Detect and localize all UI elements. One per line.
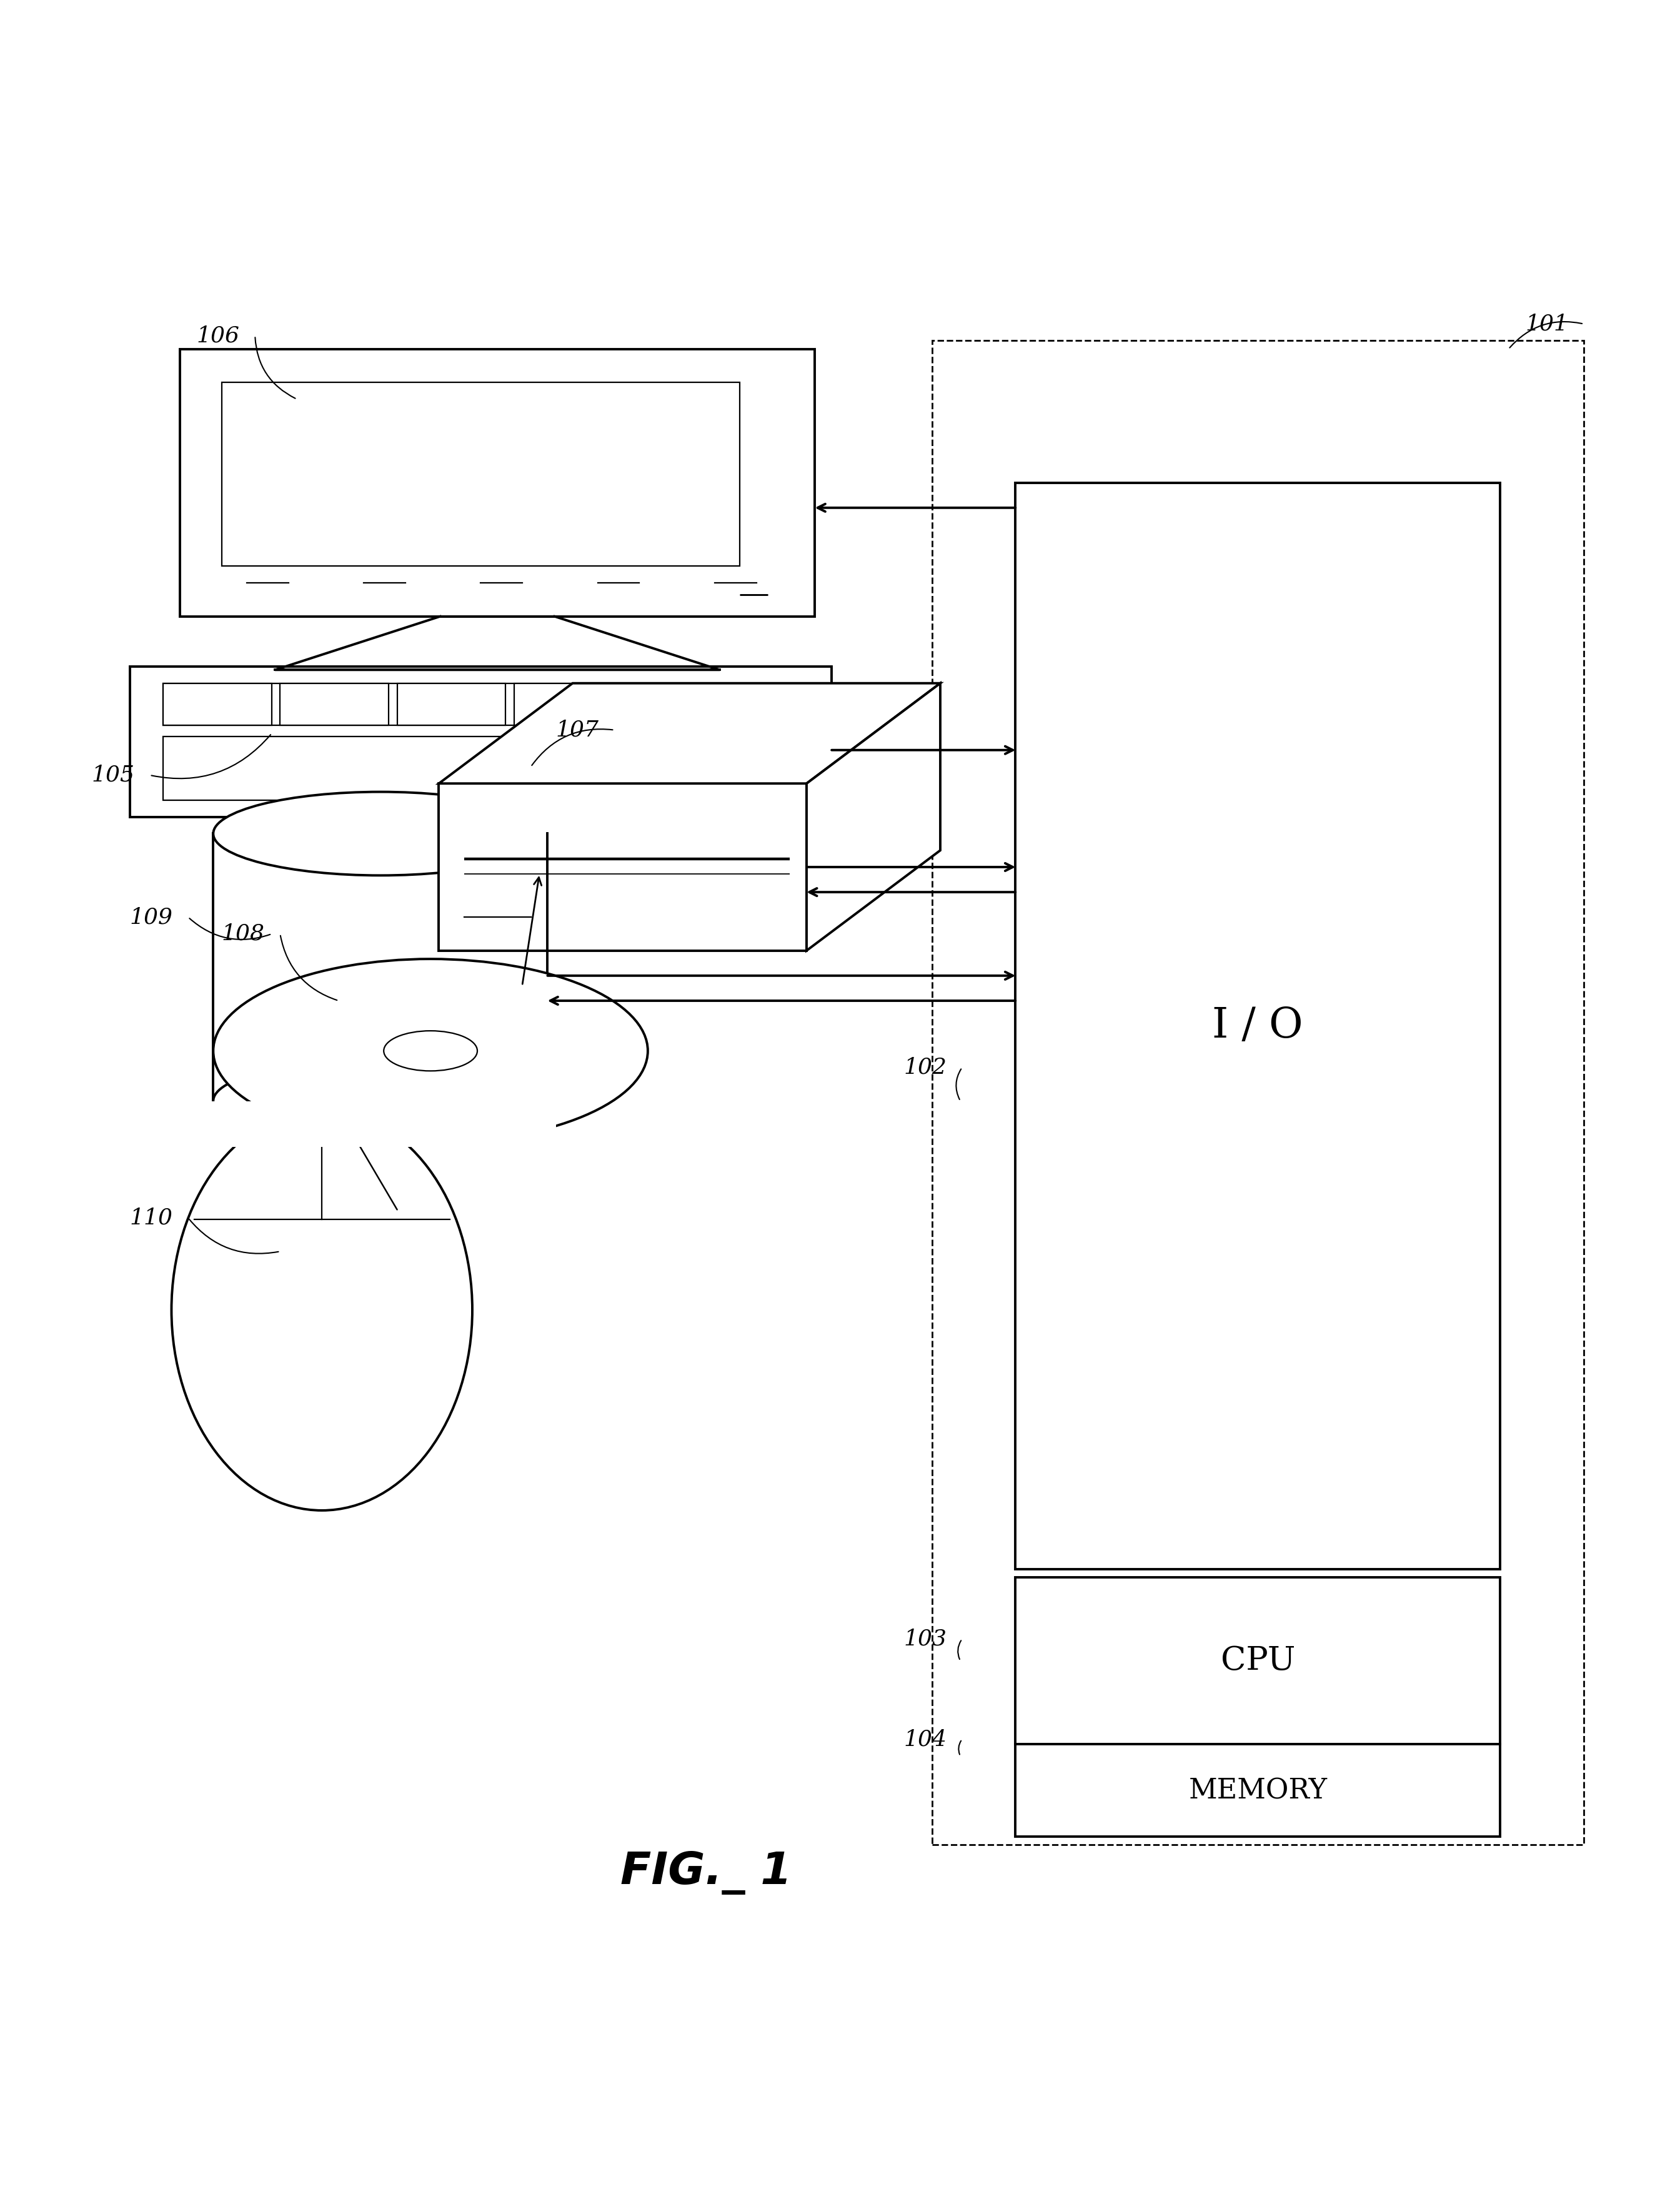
Bar [932,341,1584,1845]
Ellipse shape [213,958,648,1143]
Text: 103: 103 [904,1629,946,1649]
Bar [514,683,623,724]
Bar [396,683,506,724]
Bar [632,683,714,724]
Text: I / O: I / O [1213,1006,1304,1046]
Bar [222,383,739,566]
Ellipse shape [213,1059,548,1143]
Ellipse shape [213,793,548,876]
Text: MEMORY: MEMORY [1188,1777,1327,1806]
Text: FIG._ 1: FIG._ 1 [620,1852,791,1894]
Bar [497,815,548,841]
Bar [1015,1744,1500,1836]
Ellipse shape [171,1110,472,1511]
Text: 107: 107 [556,720,600,740]
Bar [551,738,803,799]
Bar [1015,1577,1500,1744]
Bar [832,815,882,841]
Text: 108: 108 [222,923,265,945]
Text: 109: 109 [129,907,173,927]
Bar [163,683,798,724]
Text: 104: 104 [904,1729,946,1751]
Text: 102: 102 [904,1057,946,1079]
Bar [281,683,388,724]
Text: CPU: CPU [1221,1645,1295,1676]
Bar [163,683,272,724]
Text: 105: 105 [91,764,134,786]
Bar [163,738,549,799]
Bar [722,683,806,724]
Bar [205,1101,556,1147]
Bar [564,744,677,795]
Text: 106: 106 [197,326,240,346]
Bar [438,784,806,951]
Bar [331,815,380,841]
Text: 110: 110 [129,1207,173,1229]
Ellipse shape [383,1031,477,1070]
Bar [1015,482,1500,1568]
Text: 101: 101 [1525,313,1569,335]
Bar [129,667,832,817]
Polygon shape [438,683,941,784]
Bar [680,815,731,841]
Polygon shape [806,683,941,951]
Bar [180,348,815,617]
